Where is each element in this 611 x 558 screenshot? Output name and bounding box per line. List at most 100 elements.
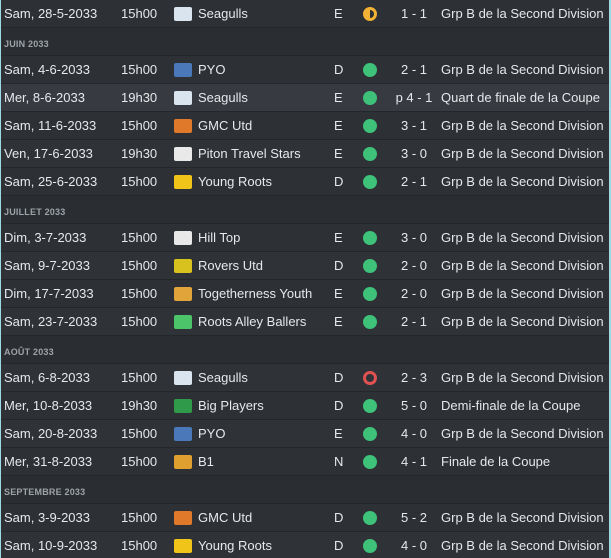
match-date: Sam, 11-6-2033 bbox=[4, 118, 97, 133]
score[interactable]: 4 - 0 bbox=[400, 538, 427, 553]
hill-top-crest-icon bbox=[174, 231, 192, 245]
competition[interactable]: Grp B de la Second Division bbox=[441, 258, 604, 273]
score[interactable]: 2 - 0 bbox=[400, 286, 427, 301]
competition[interactable]: Grp B de la Second Division bbox=[441, 146, 604, 161]
score[interactable]: p 4 - 1 bbox=[395, 90, 433, 105]
result-win-icon bbox=[363, 63, 377, 77]
competition[interactable]: Grp B de la Second Division bbox=[441, 538, 604, 553]
competition[interactable]: Grp B de la Second Division bbox=[441, 174, 604, 189]
score[interactable]: 5 - 2 bbox=[400, 510, 427, 525]
opponent-name[interactable]: Piton Travel Stars bbox=[198, 146, 301, 161]
seagull-badge-icon bbox=[174, 91, 192, 105]
fixture-row[interactable]: Sam, 6-8-2033 15h00 Seagulls D 2 - 3 Grp B de… bbox=[1, 364, 609, 392]
pyo-crest-icon bbox=[174, 63, 192, 77]
result-loss-icon bbox=[363, 371, 377, 385]
score[interactable]: 1 - 1 bbox=[400, 6, 427, 21]
kickoff-time: 15h00 bbox=[121, 454, 158, 469]
result-win-icon bbox=[363, 539, 377, 553]
young-roots-badge-icon bbox=[174, 539, 192, 553]
fixture-row[interactable]: Sam, 10-9-2033 15h00 Young Roots D 4 - 0 Grp … bbox=[1, 532, 609, 558]
opponent-name[interactable]: GMC Utd bbox=[198, 118, 253, 133]
competition[interactable]: Grp B de la Second Division bbox=[441, 118, 604, 133]
venue: D bbox=[334, 258, 344, 273]
venue: D bbox=[334, 510, 344, 525]
kickoff-time: 15h00 bbox=[121, 62, 158, 77]
match-date: Mer, 10-8-2033 bbox=[4, 398, 93, 413]
opponent-name[interactable]: B1 bbox=[198, 454, 214, 469]
match-date: Dim, 17-7-2033 bbox=[4, 286, 94, 301]
competition[interactable]: Grp B de la Second Division bbox=[441, 230, 604, 245]
fixture-row[interactable]: Sam, 4-6-2033 15h00 PYO D 2 - 1 Grp B de la S… bbox=[1, 56, 609, 84]
month-header: JUIN 2033 bbox=[1, 28, 609, 56]
opponent-name[interactable]: Seagulls bbox=[198, 6, 248, 21]
score[interactable]: 4 - 1 bbox=[400, 454, 427, 469]
fixture-row[interactable]: Sam, 23-7-2033 15h00 Roots Alley Ballers E 2… bbox=[1, 308, 609, 336]
competition[interactable]: Grp B de la Second Division bbox=[441, 426, 604, 441]
opponent-name[interactable]: Roots Alley Ballers bbox=[198, 314, 307, 329]
opponent-name[interactable]: Rovers Utd bbox=[198, 258, 264, 273]
score[interactable]: 2 - 1 bbox=[400, 62, 427, 77]
competition[interactable]: Grp B de la Second Division bbox=[441, 510, 604, 525]
piton-crest-icon bbox=[174, 147, 192, 161]
opponent-name[interactable]: Young Roots bbox=[198, 174, 272, 189]
fixture-row[interactable]: Sam, 11-6-2033 15h00 GMC Utd E 3 - 1 Grp B de… bbox=[1, 112, 609, 140]
match-date: Dim, 3-7-2033 bbox=[4, 230, 87, 245]
fixture-row[interactable]: Sam, 3-9-2033 15h00 GMC Utd D 5 - 2 Grp B de … bbox=[1, 504, 609, 532]
score[interactable]: 2 - 0 bbox=[400, 258, 427, 273]
competition[interactable]: Finale de la Coupe bbox=[441, 454, 551, 469]
result-win-icon bbox=[363, 175, 377, 189]
match-date: Mer, 31-8-2033 bbox=[4, 454, 93, 469]
month-header: JUILLET 2033 bbox=[1, 196, 609, 224]
competition[interactable]: Quart de finale de la Coupe bbox=[441, 90, 600, 105]
pyo-crest-icon bbox=[174, 427, 192, 441]
seagull-badge-icon bbox=[174, 371, 192, 385]
kickoff-time: 15h00 bbox=[121, 510, 158, 525]
competition[interactable]: Grp B de la Second Division bbox=[441, 370, 604, 385]
opponent-name[interactable]: Seagulls bbox=[198, 370, 248, 385]
venue: E bbox=[334, 426, 343, 441]
venue: D bbox=[334, 370, 344, 385]
fixture-row[interactable]: Ven, 17-6-2033 19h30 Piton Travel Stars E 3 … bbox=[1, 140, 609, 168]
competition[interactable]: Grp B de la Second Division bbox=[441, 314, 604, 329]
opponent-name[interactable]: Hill Top bbox=[198, 230, 241, 245]
fixture-row[interactable]: Sam, 20-8-2033 15h00 PYO E 4 - 0 Grp B de la … bbox=[1, 420, 609, 448]
score[interactable]: 2 - 1 bbox=[400, 174, 427, 189]
kickoff-time: 15h00 bbox=[121, 314, 158, 329]
competition[interactable]: Grp B de la Second Division bbox=[441, 286, 604, 301]
kickoff-time: 15h00 bbox=[121, 370, 158, 385]
opponent-name[interactable]: PYO bbox=[198, 62, 226, 77]
opponent-name[interactable]: Young Roots bbox=[198, 538, 272, 553]
score[interactable]: 3 - 0 bbox=[400, 230, 427, 245]
score[interactable]: 2 - 3 bbox=[400, 370, 427, 385]
month-header: SEPTEMBRE 2033 bbox=[1, 476, 609, 504]
opponent-name[interactable]: PYO bbox=[198, 426, 226, 441]
match-date: Mer, 8-6-2033 bbox=[4, 90, 85, 105]
competition[interactable]: Demi-finale de la Coupe bbox=[441, 398, 581, 413]
fixture-row[interactable]: Dim, 3-7-2033 15h00 Hill Top E 3 - 0 Grp B de… bbox=[1, 224, 609, 252]
kickoff-time: 15h00 bbox=[121, 538, 158, 553]
fixture-row[interactable]: Sam, 9-7-2033 15h00 Rovers Utd D 2 - 0 Grp B … bbox=[1, 252, 609, 280]
score[interactable]: 5 - 0 bbox=[400, 398, 427, 413]
fixture-row[interactable]: Mer, 10-8-2033 19h30 Big Players D 5 - 0 Demi… bbox=[1, 392, 609, 420]
score[interactable]: 4 - 0 bbox=[400, 426, 427, 441]
result-draw-icon bbox=[363, 7, 377, 21]
opponent-name[interactable]: Seagulls bbox=[198, 90, 248, 105]
venue: N bbox=[334, 454, 344, 469]
opponent-name[interactable]: Togetherness Youth bbox=[198, 286, 313, 301]
fixture-row[interactable]: Sam, 25-6-2033 15h00 Young Roots D 2 - 1 Grp … bbox=[1, 168, 609, 196]
score[interactable]: 3 - 0 bbox=[400, 146, 427, 161]
score[interactable]: 2 - 1 bbox=[400, 314, 427, 329]
fixture-row[interactable]: Dim, 17-7-2033 15h00 Togetherness Youth E 2 … bbox=[1, 280, 609, 308]
fixture-row[interactable]: Sam, 28-5-2033 15h00 Seagulls E 1 - 1 Grp B d… bbox=[1, 0, 609, 28]
competition[interactable]: Grp B de la Second Division bbox=[441, 6, 604, 21]
opponent-name[interactable]: Big Players bbox=[198, 398, 264, 413]
result-win-icon bbox=[363, 427, 377, 441]
fixture-row[interactable]: Mer, 31-8-2033 15h00 B1 N 4 - 1 Finale de la … bbox=[1, 448, 609, 476]
kickoff-time: 15h00 bbox=[121, 118, 158, 133]
scrollbar[interactable] bbox=[609, 0, 611, 558]
competition[interactable]: Grp B de la Second Division bbox=[441, 62, 604, 77]
opponent-name[interactable]: GMC Utd bbox=[198, 510, 253, 525]
month-label: JUIN 2033 bbox=[4, 39, 49, 49]
score[interactable]: 3 - 1 bbox=[400, 118, 427, 133]
